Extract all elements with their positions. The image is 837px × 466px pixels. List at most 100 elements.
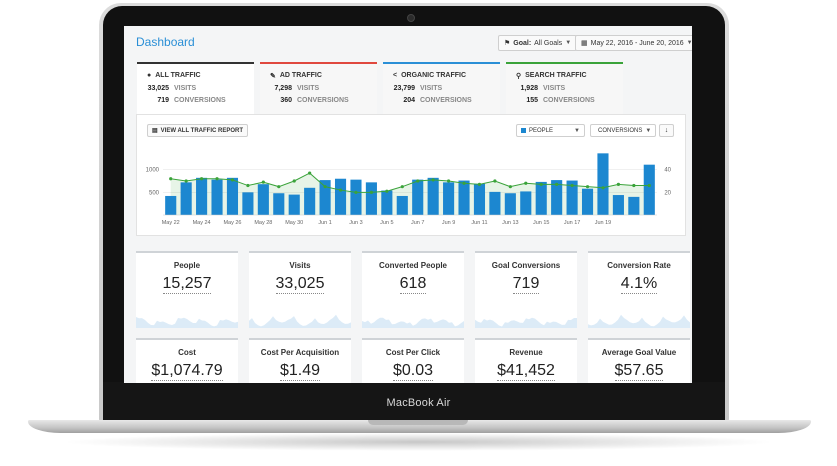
laptop-brand-label: MacBook Air — [386, 397, 451, 409]
left-metric-select[interactable]: PEOPLE ▼ — [516, 124, 585, 137]
y-left-tick-label: 1000 — [146, 168, 160, 174]
tab-all-traffic[interactable]: ● ALL TRAFFIC 33,025 VISITS 719 CONVERSIONS — [137, 62, 254, 114]
people-bar — [396, 195, 408, 215]
metric-label: Average Goal Value — [601, 348, 677, 357]
sparkline-area — [136, 317, 238, 328]
tab-conversions-label: CONVERSIONS — [543, 96, 595, 104]
tab-conversions-value: 360 — [280, 96, 292, 104]
people-bar — [643, 164, 655, 215]
tab-conversions-label: CONVERSIONS — [420, 96, 472, 104]
conversions-point — [230, 178, 235, 182]
chevron-down-icon: ▼ — [574, 127, 580, 134]
x-tick-label: Jun 7 — [411, 220, 424, 226]
y-right-tick-label: 40 — [664, 168, 671, 174]
page-title: Dashboard — [136, 35, 195, 49]
people-bar — [226, 177, 239, 215]
x-tick-label: Jun 13 — [502, 220, 519, 226]
tab-search-traffic[interactable]: ⚲ SEARCH TRAFFIC 1,928 VISITS 155 CONVERSIO… — [506, 62, 623, 114]
conversions-point — [400, 185, 404, 189]
people-bar — [581, 188, 594, 215]
metric-card-cost-per-click[interactable]: Cost Per Click $0.03 — [362, 338, 464, 383]
people-bar — [443, 182, 455, 215]
laptop-base — [28, 420, 811, 433]
metric-card-average-goal-value[interactable]: Average Goal Value $57.65 — [588, 338, 690, 383]
tab-ad-traffic[interactable]: ✎ AD TRAFFIC 7,298 VISITS 360 CONVERSIONS — [260, 62, 377, 114]
date-range-picker[interactable]: ▦ May 22, 2016 - June 20, 2016 ▼ — [575, 35, 692, 51]
tab-organic-traffic[interactable]: < ORGANIC TRAFFIC 23,799 VISITS 204 CONVERS… — [383, 62, 500, 114]
people-bar — [381, 190, 393, 215]
laptop-chin — [103, 382, 725, 420]
x-tick-label: May 30 — [285, 220, 303, 226]
metric-value: $1,074.79 — [151, 362, 223, 381]
camera-icon — [407, 14, 415, 22]
people-bar — [365, 182, 377, 215]
conversions-point — [647, 183, 651, 188]
people-bar — [566, 180, 578, 215]
y-right-tick-label: 20 — [664, 190, 671, 196]
conversions-point — [323, 185, 327, 189]
metric-label: Revenue — [509, 348, 543, 357]
tab-conversions-label: CONVERSIONS — [297, 96, 349, 104]
people-bar — [520, 191, 532, 215]
download-icon: ↓ — [664, 127, 669, 134]
metric-card-visits[interactable]: Visits 33,025 — [249, 251, 351, 328]
date-range-value: May 22, 2016 - June 20, 2016 — [590, 39, 684, 47]
x-tick-label: Jun 19 — [595, 220, 612, 226]
conversions-point — [246, 183, 250, 188]
tab-visits-value: 23,799 — [393, 84, 415, 92]
metric-value: $57.65 — [614, 362, 664, 381]
tab-visits-value: 1,928 — [520, 84, 538, 92]
x-tick-label: Jun 5 — [380, 220, 393, 226]
right-metric-select[interactable]: CONVERSIONS ▼ — [590, 124, 656, 137]
conversions-point — [446, 179, 451, 183]
metric-card-conversion-rate[interactable]: Conversion Rate 4.1% — [588, 251, 690, 328]
download-button[interactable]: ↓ — [659, 124, 674, 137]
conversions-point — [385, 189, 389, 193]
metric-card-converted-people[interactable]: Converted People 618 — [362, 251, 464, 328]
goal-filter-dropdown[interactable]: ⚑ Goal: All Goals ▼ — [498, 35, 578, 51]
conversions-point — [524, 181, 528, 185]
conversions-point — [292, 179, 296, 183]
people-bar — [211, 179, 223, 215]
people-bar — [334, 178, 347, 215]
flag-icon: ⚑ — [504, 40, 511, 47]
metric-label: People — [173, 261, 201, 270]
chevron-down-icon: ▼ — [645, 127, 652, 134]
metric-value: 719 — [512, 275, 540, 294]
metric-card-cost-per-acquisition[interactable]: Cost Per Acquisition $1.49 — [249, 338, 351, 383]
people-bar — [196, 177, 208, 215]
tab-visits-value: 33,025 — [147, 84, 169, 92]
metric-label: Goal Conversions — [491, 261, 561, 270]
people-bar — [551, 180, 563, 215]
metric-card-goal-conversions[interactable]: Goal Conversions 719 — [475, 251, 577, 328]
x-tick-label: May 22 — [162, 220, 180, 226]
metric-card-people[interactable]: People 15,257 — [136, 251, 238, 328]
conversions-point — [477, 182, 482, 186]
calendar-icon: ▦ — [581, 40, 588, 47]
view-all-traffic-report-button[interactable]: ▤ VIEW ALL TRAFFIC REPORT — [147, 124, 249, 137]
conversions-point — [632, 183, 636, 188]
left-metric-value: PEOPLE — [529, 127, 554, 134]
right-metric-value: CONVERSIONS — [598, 127, 643, 134]
share-icon: < — [393, 72, 398, 79]
people-bar — [504, 193, 516, 215]
conversions-point — [277, 185, 281, 189]
conversions-point — [199, 177, 204, 181]
x-tick-label: Jun 15 — [533, 220, 550, 226]
sparkline — [249, 314, 351, 328]
people-bar — [489, 191, 501, 215]
people-bar — [304, 187, 316, 215]
tab-visits-label: VISITS — [297, 84, 320, 92]
conversions-point — [184, 179, 188, 183]
conversions-point — [338, 188, 343, 192]
metric-card-cost[interactable]: Cost $1,074.79 — [136, 338, 238, 383]
conversions-point — [431, 178, 435, 182]
conversions-point — [570, 183, 574, 188]
people-bar — [273, 193, 285, 215]
search-icon: ⚲ — [516, 72, 522, 80]
metric-card-revenue[interactable]: Revenue $41,452 — [475, 338, 577, 383]
people-bar — [473, 183, 486, 215]
conversions-point — [493, 179, 497, 183]
sparkline — [475, 317, 577, 328]
